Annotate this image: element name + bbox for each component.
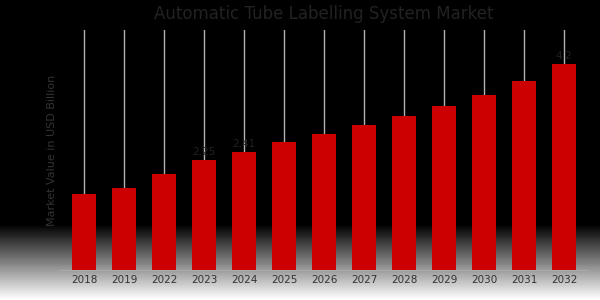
Bar — [72, 194, 96, 270]
Y-axis label: Market Value in USD Billion: Market Value in USD Billion — [47, 74, 57, 226]
Bar — [352, 124, 376, 270]
Text: 2.25: 2.25 — [193, 147, 215, 157]
Bar — [432, 106, 456, 270]
Bar — [392, 116, 416, 270]
Bar — [232, 152, 256, 270]
Bar — [112, 188, 136, 270]
Bar — [552, 64, 576, 270]
Text: 2.41: 2.41 — [232, 139, 256, 149]
Bar — [192, 160, 216, 270]
Bar — [152, 175, 176, 270]
Bar — [272, 142, 296, 270]
Bar — [312, 134, 336, 270]
Title: Automatic Tube Labelling System Market: Automatic Tube Labelling System Market — [154, 5, 494, 23]
Bar — [472, 95, 496, 270]
Text: 4.2: 4.2 — [556, 51, 572, 61]
Bar — [512, 81, 536, 270]
